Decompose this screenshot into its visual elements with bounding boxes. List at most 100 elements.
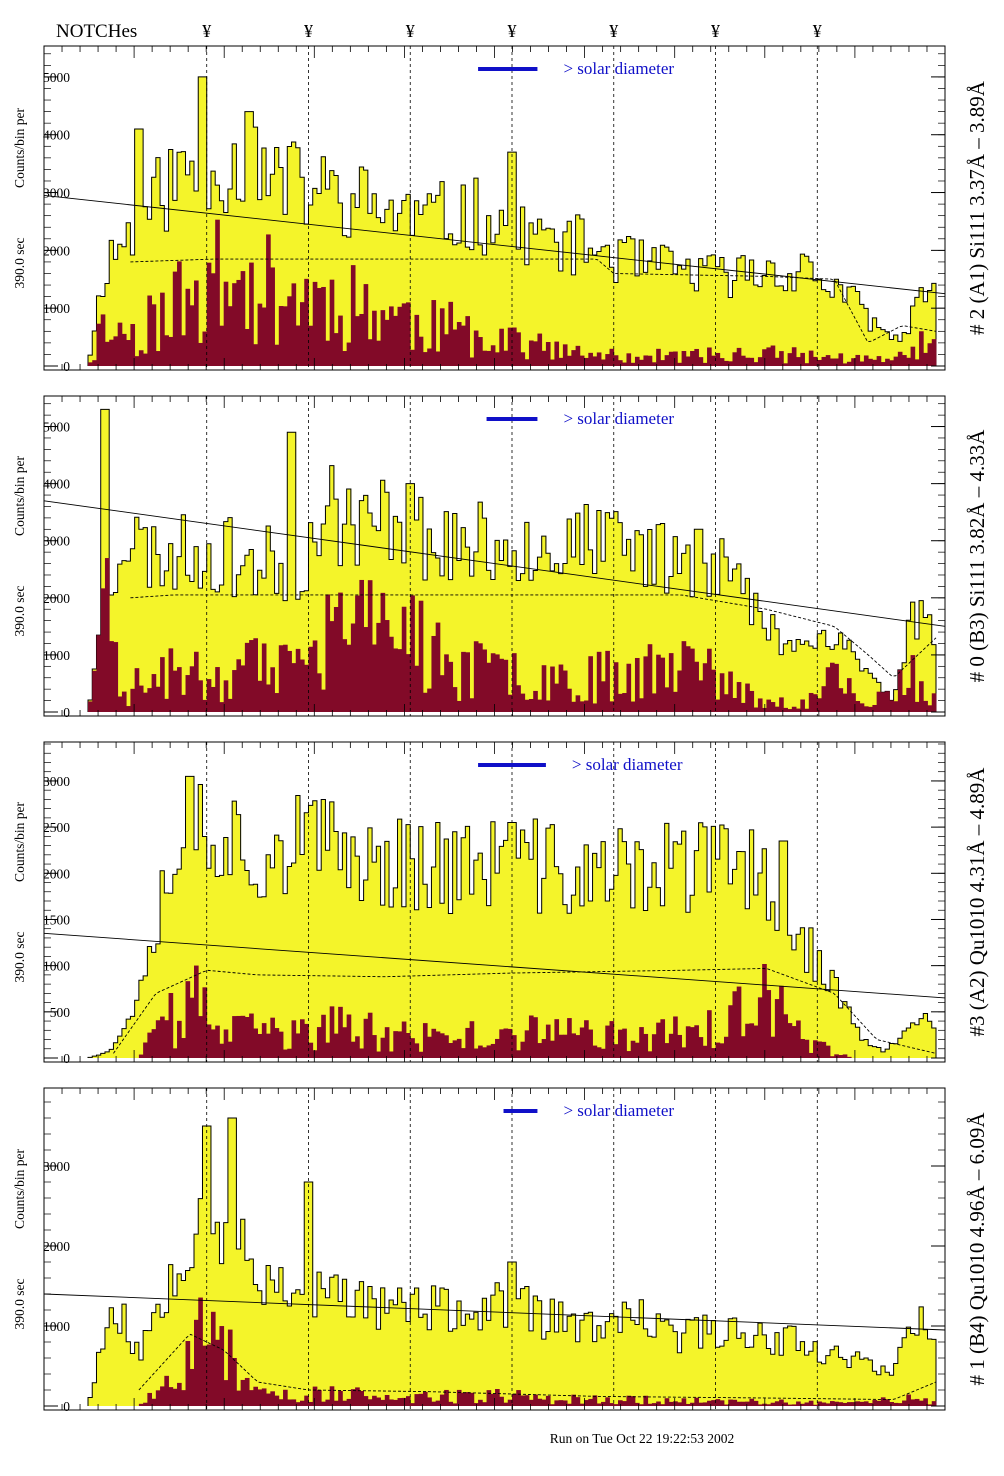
maroon-bin: [668, 1401, 674, 1406]
maroon-bin: [605, 650, 610, 712]
maroon-bin: [575, 1397, 581, 1406]
maroon-bin: [512, 327, 517, 366]
yellow-bin: [257, 1290, 263, 1406]
yellow-bin: [897, 1038, 903, 1058]
maroon-bin: [787, 1023, 793, 1058]
yellow-bin: [490, 821, 496, 1058]
maroon-bin: [664, 355, 670, 366]
yellow-bin: [130, 548, 136, 712]
maroon-bin: [770, 1402, 776, 1406]
yellow-bin: [800, 644, 805, 712]
maroon-bin: [389, 1399, 394, 1406]
maroon-bin: [931, 339, 937, 366]
maroon-bin: [435, 351, 441, 366]
yellow-bin: [376, 1329, 381, 1406]
maroon-bin: [520, 1395, 526, 1406]
yellow-bin: [651, 1337, 657, 1406]
ytick-label: 4000: [43, 477, 70, 492]
yellow-bin: [389, 1300, 394, 1406]
maroon-bin: [168, 1387, 174, 1406]
maroon-bin: [155, 1020, 161, 1058]
maroon-bin: [88, 701, 93, 712]
yellow-bin: [393, 1304, 398, 1406]
yellow-bin: [232, 143, 237, 366]
maroon-bin: [143, 692, 148, 712]
maroon-bin: [465, 1027, 470, 1058]
yellow-bin: [92, 1056, 97, 1058]
yellow-bin: [719, 824, 725, 1058]
yellow-bin: [342, 1279, 348, 1406]
maroon-bin: [677, 670, 682, 712]
yellow-bin: [571, 1314, 576, 1406]
maroon-bin: [210, 686, 216, 712]
maroon-bin: [372, 310, 377, 366]
yellow-bin: [206, 1126, 212, 1406]
yellow-bin: [838, 284, 844, 366]
yellow-bin: [278, 1267, 284, 1406]
yellow-bin: [545, 228, 551, 366]
yellow-bin: [779, 840, 784, 1058]
yellow-bin: [783, 1327, 788, 1406]
yellow-bin: [96, 1352, 102, 1406]
maroon-bin: [236, 1390, 242, 1406]
yellow-bin: [121, 1028, 127, 1058]
yellow-bin: [397, 522, 403, 712]
maroon-bin: [333, 607, 339, 712]
maroon-bin: [134, 356, 140, 366]
yellow-bin: [456, 242, 462, 366]
yellow-bin: [422, 580, 428, 712]
maroon-bin: [545, 700, 551, 712]
maroon-bin: [715, 1399, 721, 1406]
yellow-bin: [422, 1314, 428, 1406]
yellow-bin: [618, 239, 623, 366]
yellow-bin: [304, 812, 309, 1058]
maroon-bin: [516, 685, 521, 712]
yellow-bin: [846, 1007, 852, 1058]
yellow-bin: [880, 1051, 886, 1058]
maroon-bin: [766, 990, 772, 1058]
yellow-bin: [537, 913, 543, 1058]
yellow-bin: [584, 262, 589, 366]
yellow-bin: [202, 571, 208, 712]
maroon-bin: [588, 352, 593, 366]
maroon-bin: [312, 1050, 318, 1058]
yellow-bin: [656, 269, 661, 366]
yellow-bin: [902, 1031, 907, 1058]
yellow-bin: [914, 639, 920, 712]
maroon-bin: [609, 348, 615, 366]
yellow-bin: [622, 555, 627, 712]
yellow-bin: [249, 1259, 254, 1406]
maroon-bin: [198, 342, 203, 366]
maroon-bin: [685, 646, 691, 712]
maroon-bin: [732, 697, 738, 712]
yellow-bin: [512, 152, 517, 366]
maroon-bin: [876, 1400, 882, 1406]
maroon-bin: [927, 343, 933, 366]
ytick-label: 1000: [43, 959, 70, 974]
yellow-bin: [155, 157, 161, 366]
maroon-bin: [787, 1404, 793, 1406]
yellow-bin: [923, 301, 928, 366]
maroon-bin: [448, 1401, 454, 1406]
maroon-bin: [817, 1041, 822, 1058]
yellow-bin: [702, 1315, 708, 1406]
yellow-bin: [287, 432, 292, 712]
maroon-bin: [215, 1025, 220, 1058]
maroon-bin: [681, 1398, 687, 1406]
solar-diameter-label: > solar diameter: [572, 755, 683, 774]
maroon-bin: [266, 234, 271, 366]
yellow-bin: [923, 617, 928, 712]
maroon-bin: [367, 1399, 373, 1406]
solar-diameter-label: > solar diameter: [563, 1101, 674, 1120]
notch-marker-2: ¥: [406, 21, 415, 41]
yellow-bin: [431, 1285, 437, 1406]
yellow-bin: [431, 202, 437, 366]
maroon-bin: [677, 362, 682, 366]
maroon-bin: [868, 706, 873, 712]
maroon-bin: [138, 350, 144, 366]
maroon-bin: [185, 675, 191, 712]
yellow-bin: [397, 819, 403, 1058]
maroon-bin: [96, 323, 102, 366]
yellow-bin: [757, 611, 763, 712]
maroon-bin: [906, 1394, 911, 1406]
